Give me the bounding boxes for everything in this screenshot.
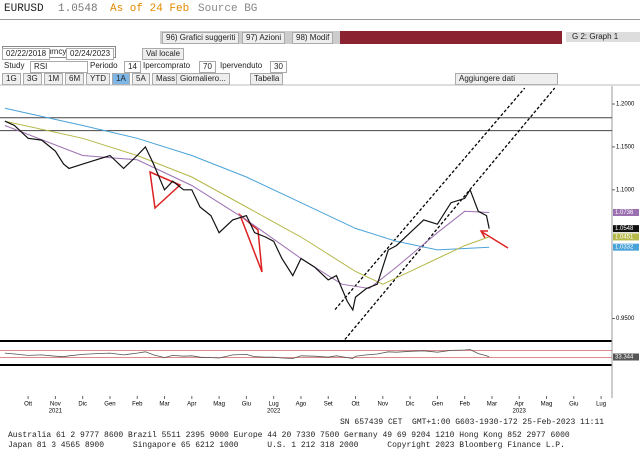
x-tick-label: Lug <box>596 402 606 408</box>
x-tick-label: Gen <box>104 402 115 408</box>
x-tick-label: Giu <box>569 402 578 408</box>
value-badge <box>613 243 639 251</box>
phones: Australia 61 2 9777 8600 Brazil 5511 239… <box>8 431 570 440</box>
series-line <box>4 107 490 251</box>
chart: 1.2000 1.1500 1.1000 0.9500 Ott Nov Dic Gen Feb M… <box>0 84 640 415</box>
oversold[interactable]: 30 <box>270 61 287 73</box>
graph-name: G 2: Graph 1 <box>566 32 640 42</box>
x-tick-label: Mar <box>159 402 169 408</box>
period[interactable]: 14 <box>124 61 141 73</box>
as-of: As of 24 Feb <box>110 3 190 15</box>
last-price: 1.0548 <box>58 3 98 15</box>
toolbar-red <box>340 31 562 44</box>
series-line <box>4 120 490 312</box>
divider <box>0 19 640 20</box>
annotation-arrow <box>481 231 509 249</box>
status-line: SN 657439 CET GMT+1:00 G603-1930-172 25-… <box>340 418 605 427</box>
ticker: EURUSD <box>4 3 44 15</box>
x-tick-label: Apr <box>515 402 524 408</box>
x-tick-label: Ott <box>352 402 360 408</box>
overbought[interactable]: 70 <box>199 61 216 73</box>
x-tick-label: Set <box>324 402 333 408</box>
value-badge <box>613 208 639 216</box>
x-tick-label: Nov <box>377 402 388 408</box>
y-tick-label: 1.1500 <box>616 145 635 151</box>
end-date[interactable]: 02/24/2023 <box>66 48 115 60</box>
frequency[interactable]: Giornaliero... <box>176 73 230 85</box>
value-badge-label: 1.0332 <box>615 245 634 251</box>
study-name[interactable]: RSI <box>30 61 88 73</box>
period-label: Periodo <box>90 61 118 70</box>
series-line <box>4 125 490 290</box>
value-badge-label: 1.0451 <box>615 235 634 241</box>
x-tick-label: Dic <box>78 402 87 408</box>
trend-line <box>334 87 526 310</box>
x-tick-label: Giu <box>242 402 251 408</box>
x-tick-label: Mag <box>213 402 225 408</box>
y-tick-label: 1.1000 <box>616 187 635 193</box>
x-tick-label: Mar <box>487 402 497 408</box>
y-tick-label: 0.9500 <box>616 316 635 322</box>
year-label: 2021 <box>49 409 63 415</box>
annotation-triangle <box>238 212 263 273</box>
x-tick-label: Mag <box>541 402 553 408</box>
x-tick-label: Gen <box>432 402 443 408</box>
study-label: Study <box>4 61 25 70</box>
overbought-label: Ipercomprato <box>143 61 191 70</box>
annotation-triangle <box>149 170 182 210</box>
year-label: 2023 <box>513 409 527 415</box>
value-badge-label: 1.0548 <box>615 226 634 232</box>
value-badge <box>613 225 639 233</box>
x-tick-label: Feb <box>459 402 470 408</box>
rsi-badge-label: 33.344 <box>615 355 634 361</box>
phones: Japan 81 3 4565 8900 Singapore 65 6212 1… <box>8 441 565 450</box>
trend-line <box>344 87 556 340</box>
toolbar-button[interactable]: 97) Azioni <box>242 32 286 44</box>
toolbar-button[interactable]: 96) Grafici suggeriti <box>162 32 240 44</box>
currency[interactable]: Val locale <box>142 48 185 60</box>
year-label: 2022 <box>267 409 281 415</box>
x-tick-label: Feb <box>132 402 143 408</box>
x-tick-label: Ago <box>296 402 307 408</box>
x-tick-label: Apr <box>187 402 196 408</box>
x-tick-label: Nov <box>50 402 61 408</box>
x-tick-label: Dic <box>406 402 415 408</box>
series-line <box>4 120 490 285</box>
value-badge <box>613 233 639 241</box>
x-tick-label: Ott <box>24 402 32 408</box>
y-tick-label: 1.2000 <box>616 102 635 108</box>
oversold-label: Ipervenduto <box>220 61 263 70</box>
start-date[interactable]: 02/22/2018 <box>2 48 51 60</box>
rsi-badge <box>613 353 639 361</box>
x-tick-label: Lug <box>269 402 279 408</box>
value-badge-label: 1.0736 <box>615 210 634 216</box>
toolbar-button[interactable]: 98) Modif <box>292 32 334 44</box>
annotation-arrow-head <box>479 230 488 239</box>
rsi-line <box>4 349 490 359</box>
source: Source BG <box>198 3 258 15</box>
